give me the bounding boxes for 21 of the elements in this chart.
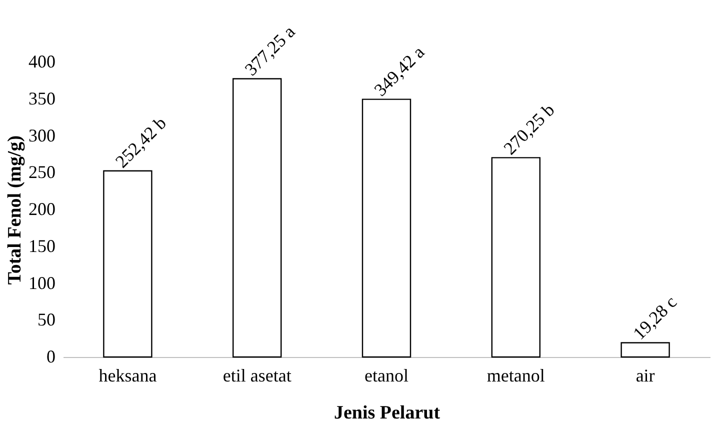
y-tick-label: 150 bbox=[28, 236, 56, 256]
x-tick-label: air bbox=[636, 366, 655, 386]
x-tick-label: etanol bbox=[364, 366, 408, 386]
y-tick-label: 350 bbox=[28, 88, 56, 108]
y-axis-title: Total Fenol (mg/g) bbox=[4, 135, 26, 285]
x-tick-label: metanol bbox=[486, 366, 545, 386]
y-tick-label: 400 bbox=[28, 52, 56, 72]
y-tick-label: 250 bbox=[28, 162, 56, 182]
x-tick-label: etil asetat bbox=[222, 366, 292, 386]
y-tick-label: 50 bbox=[38, 310, 56, 330]
bar bbox=[103, 170, 152, 358]
y-tick-label: 0 bbox=[46, 346, 56, 366]
y-tick-label: 300 bbox=[28, 125, 56, 146]
bar bbox=[232, 78, 282, 358]
bar bbox=[491, 157, 540, 358]
x-tick-label: heksana bbox=[98, 366, 157, 386]
y-tick-label: 200 bbox=[28, 199, 56, 219]
x-axis-title: Jenis Pelarut bbox=[334, 402, 441, 424]
y-tick-label: 100 bbox=[28, 272, 56, 293]
bar bbox=[362, 98, 412, 358]
bar bbox=[620, 342, 670, 358]
